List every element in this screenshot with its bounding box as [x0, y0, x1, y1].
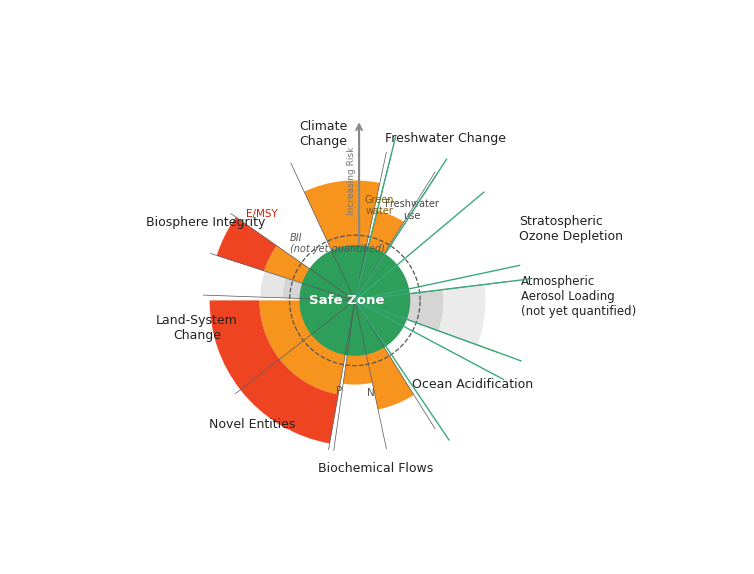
Wedge shape: [280, 334, 345, 394]
Text: Ocean Acidification: Ocean Acidification: [412, 378, 533, 391]
Wedge shape: [241, 359, 339, 443]
Wedge shape: [368, 211, 404, 254]
Text: E/MSY: E/MSY: [246, 209, 277, 219]
Wedge shape: [210, 300, 280, 390]
Wedge shape: [304, 180, 380, 251]
Text: Stratospheric
Ozone Depletion: Stratospheric Ozone Depletion: [519, 215, 623, 243]
Wedge shape: [438, 285, 486, 345]
Wedge shape: [343, 354, 372, 385]
Text: Green
water: Green water: [364, 195, 394, 216]
Wedge shape: [282, 278, 303, 298]
Text: Increasing Risk: Increasing Risk: [347, 146, 356, 215]
Wedge shape: [259, 300, 311, 359]
Wedge shape: [216, 217, 277, 271]
Text: Freshwater
use: Freshwater use: [385, 199, 439, 220]
Wedge shape: [264, 246, 310, 284]
Text: Freshwater Change: Freshwater Change: [385, 132, 506, 145]
Text: Safe Zone: Safe Zone: [308, 294, 384, 307]
Wedge shape: [366, 347, 414, 409]
Wedge shape: [260, 271, 286, 298]
Text: P: P: [336, 386, 342, 396]
Text: Novel Entities: Novel Entities: [209, 418, 295, 431]
Text: Climate
Change: Climate Change: [299, 120, 348, 148]
Text: Atmospheric
Aerosol Loading
(not yet quantified): Atmospheric Aerosol Loading (not yet qua…: [521, 275, 636, 317]
Text: Biochemical Flows: Biochemical Flows: [318, 462, 434, 475]
Text: Biosphere Integrity: Biosphere Integrity: [146, 216, 265, 229]
Text: Land-System
Change: Land-System Change: [156, 314, 238, 342]
Circle shape: [300, 246, 409, 355]
Text: N: N: [367, 388, 375, 398]
Text: BII
(not yet quantified): BII (not yet quantified): [290, 233, 385, 254]
Wedge shape: [406, 289, 443, 331]
